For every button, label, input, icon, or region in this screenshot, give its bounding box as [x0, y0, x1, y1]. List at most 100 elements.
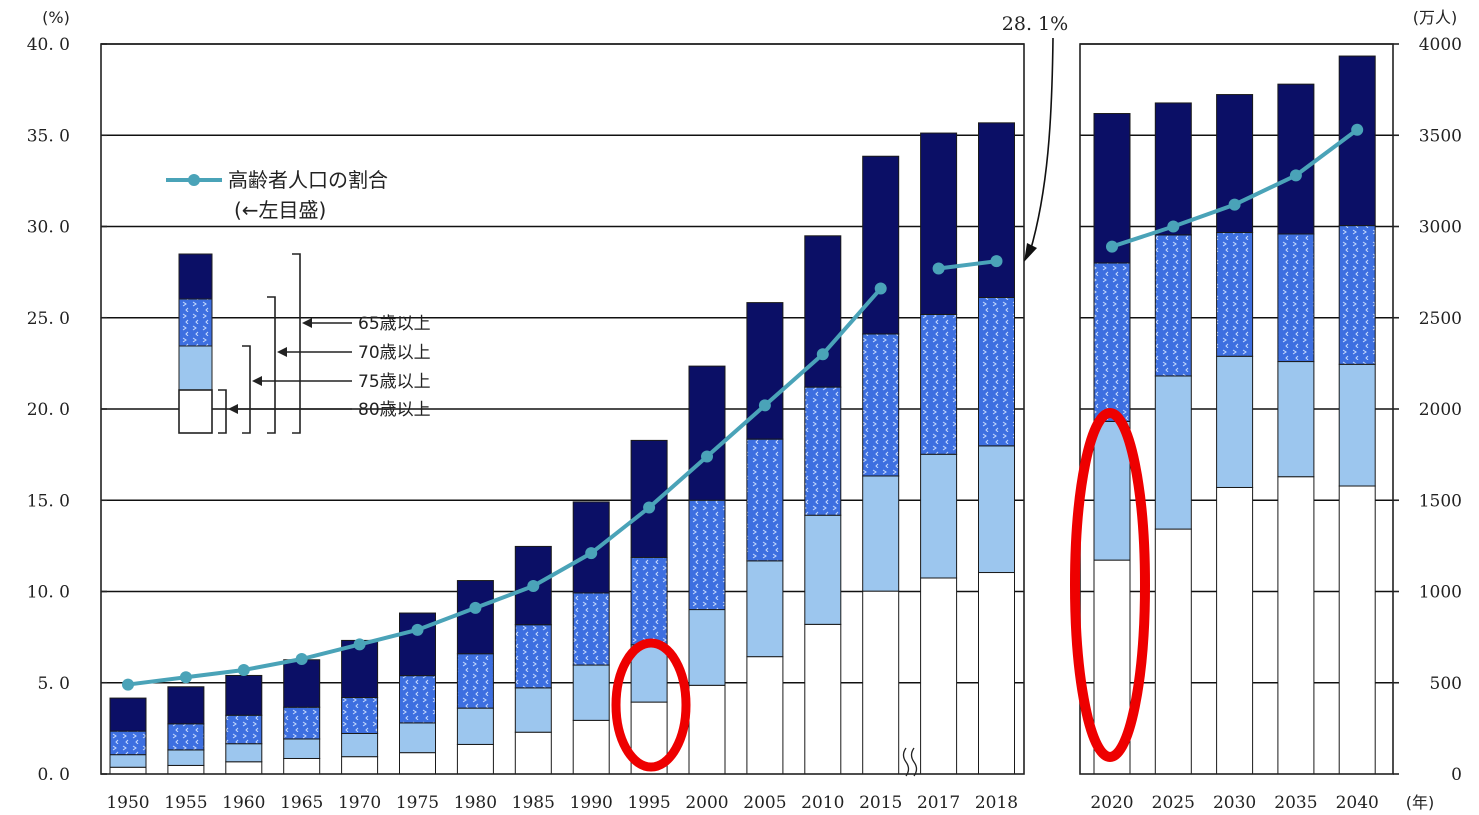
ratio-point-1990 [585, 547, 598, 560]
x-tick-1965: 1965 [280, 793, 323, 813]
y-tick-right-3: 1500 [1419, 491, 1462, 511]
ratio-line-0-0 [127, 287, 883, 687]
x-tick-1950: 1950 [106, 793, 149, 813]
bar-2005-seg2 [746, 438, 784, 562]
y-tick-right-6: 3000 [1419, 218, 1462, 238]
bar-2010-seg2 [804, 386, 842, 516]
bar-1970-seg2 [341, 697, 379, 734]
bar-1975-seg3 [399, 612, 436, 677]
bar-2025-seg2 [1154, 234, 1192, 377]
legend-label-2: 75歳以上 [358, 372, 431, 392]
y-tick-left-3: 15. 0 [27, 491, 70, 511]
bar-2010-seg1 [804, 514, 842, 625]
bars [109, 55, 1376, 775]
bar-2040-seg1 [1338, 363, 1376, 487]
bar-2035-seg2 [1277, 233, 1315, 363]
legend-line-sub: (←左目盛) [234, 198, 326, 222]
bar-2015-seg1 [862, 475, 900, 592]
bar-2030-seg0 [1216, 486, 1254, 775]
ratio-point-2015 [874, 282, 887, 295]
bar-1975-seg2 [399, 675, 436, 724]
y-tick-right-0: 0 [1451, 765, 1462, 785]
bar-1990-seg1 [572, 664, 610, 721]
y-tick-left-6: 30. 0 [27, 218, 70, 238]
x-tick-2035: 2035 [1274, 793, 1317, 813]
x-tick-1995: 1995 [627, 793, 670, 813]
bar-2018-seg1 [978, 445, 1015, 574]
bar-1950-seg0 [109, 766, 147, 775]
highlights [611, 408, 1150, 772]
left-axis-unit: (%) [42, 8, 70, 27]
bar-1985-seg1 [514, 687, 552, 733]
callout-arrowhead [1024, 243, 1037, 262]
bar-1950-seg3 [109, 697, 147, 732]
bar-2030-seg2 [1216, 232, 1254, 357]
x-tick-1985: 1985 [512, 793, 555, 813]
x-tick-1955: 1955 [164, 793, 207, 813]
ratio-point-2017 [932, 262, 945, 275]
bar-1980-seg3 [456, 580, 494, 655]
ratio-point-2040 [1351, 123, 1364, 136]
bar-2000-seg0 [688, 684, 726, 775]
bar-2018-seg0 [978, 572, 1015, 775]
bar-1965-seg0 [283, 757, 321, 775]
y-tick-right-1: 500 [1430, 674, 1462, 694]
tick-labels: 1950 1955 1960 1965 1970 1975 1980 1985 1990 1995… [27, 8, 1462, 813]
legend-arrowhead-1 [277, 347, 287, 357]
y-tick-left-0: 0. 0 [38, 765, 70, 785]
x-tick-2000: 2000 [685, 793, 728, 813]
x-tick-2030: 2030 [1213, 793, 1256, 813]
bar-1965-seg3 [283, 659, 321, 708]
bar-2017-seg3 [920, 132, 958, 315]
bar-1955-seg3 [167, 686, 205, 725]
legend-arrowhead-2 [252, 376, 262, 386]
legend-swatch-65 [178, 253, 213, 300]
y-tick-left-8: 40. 0 [27, 35, 70, 55]
bar-2015-seg2 [862, 333, 900, 477]
x-tick-2040: 2040 [1336, 793, 1379, 813]
ratio-point-2010 [816, 348, 829, 361]
bar-1975-seg1 [399, 722, 436, 754]
y-tick-left-1: 5. 0 [38, 674, 70, 694]
highlight-1995 [611, 638, 691, 772]
legend-label-3: 80歳以上 [358, 400, 431, 420]
bar-1960-seg1 [225, 743, 263, 763]
ratio-point-2025 [1167, 220, 1180, 233]
ratio-point-1955 [179, 671, 192, 684]
legend-label-1: 70歳以上 [358, 343, 431, 363]
x-tick-1990: 1990 [570, 793, 613, 813]
bar-1950-seg2 [109, 730, 147, 756]
axes [100, 43, 1399, 777]
legend-line-label: 高齢者人口の割合 [228, 168, 388, 192]
bar-2035-seg3 [1277, 83, 1315, 235]
legend-bracket-0 [292, 253, 301, 434]
bar-2025-seg1 [1154, 375, 1192, 530]
bar-2030-seg1 [1216, 355, 1254, 488]
bar-1985-seg0 [514, 731, 552, 775]
x-axis-unit: (年) [1406, 793, 1435, 812]
bar-1980-seg0 [456, 743, 494, 775]
bar-2010-seg0 [804, 623, 842, 775]
ratio-point-1980 [469, 601, 482, 614]
callout-arrow-line [1029, 37, 1054, 253]
x-tick-1975: 1975 [396, 793, 439, 813]
ratio-point-2000 [701, 450, 713, 463]
bar-2030-seg3 [1216, 94, 1254, 234]
bar-2020-seg3 [1093, 113, 1131, 264]
legend-bracket-2 [242, 345, 251, 434]
axis-break-icon [902, 747, 918, 777]
bar-1990-seg2 [572, 592, 610, 666]
y-tick-right-2: 1000 [1419, 583, 1462, 603]
y-tick-right-5: 2500 [1419, 309, 1462, 329]
bar-2040-seg0 [1338, 485, 1376, 775]
ratio-point-2035 [1289, 169, 1302, 182]
bar-2017-seg1 [920, 453, 958, 579]
bar-2015-seg3 [862, 155, 900, 335]
bar-1950-seg1 [109, 754, 147, 768]
ratio-point-2030 [1228, 198, 1241, 211]
x-tick-2017: 2017 [917, 793, 960, 813]
bar-1980-seg2 [456, 653, 494, 709]
bar-2015-seg0 [862, 590, 900, 775]
ratio-point-2018 [990, 255, 1003, 268]
bar-1955-seg1 [167, 749, 205, 766]
